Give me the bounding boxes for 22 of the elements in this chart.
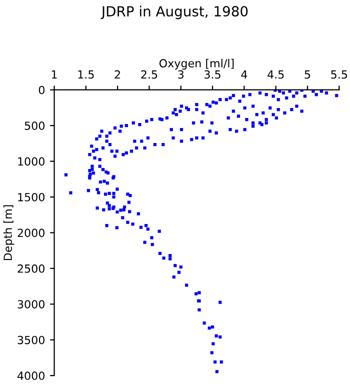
- y-tick-label: 2500: [18, 264, 44, 273]
- x-tick-label: 2.5: [141, 70, 158, 79]
- y-tick-label: 3000: [18, 300, 44, 309]
- y-tick-label: 1500: [18, 192, 44, 202]
- x-tick-label: 1: [52, 70, 57, 79]
- chart-title: JDRP in August, 1980: [100, 6, 248, 20]
- y-tick-label: 4000: [17, 372, 44, 380]
- x-tick-label: 3: [178, 70, 184, 79]
- x-tick-label: 2: [114, 70, 120, 79]
- x-tick-label: 5.5: [331, 70, 348, 79]
- x-tick-label: 1.5: [78, 70, 94, 79]
- y-axis-title: Depth [m]: [3, 205, 14, 260]
- y-tick-label: 1000: [18, 157, 44, 166]
- x-tick-label: 3.5: [204, 70, 220, 79]
- y-tick-label: 3500: [18, 336, 44, 344]
- x-tick-label: 4: [241, 70, 248, 79]
- x-tick-label: 5: [304, 70, 310, 79]
- y-tick-label: 0: [38, 86, 44, 94]
- y-tick-label: 2000: [18, 228, 44, 238]
- y-tick-label: 500: [24, 122, 44, 130]
- x-axis-title: Oxygen [ml/l]: [159, 58, 234, 70]
- x-tick-label: 4.5: [268, 70, 284, 79]
